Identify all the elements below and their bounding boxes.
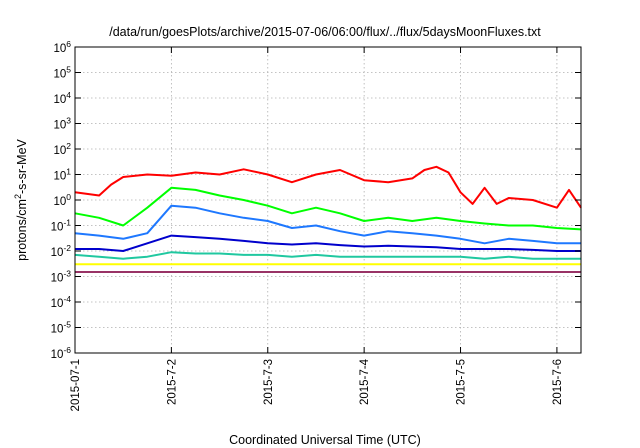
series-line-4 (75, 234, 581, 252)
series-line-3 (74, 204, 581, 245)
y-tick-exponent: -5 (63, 320, 71, 330)
y-tick-exponent: -6 (63, 345, 71, 355)
y-tick-base: 10 (51, 247, 64, 259)
y-tick-label: 10-2 (51, 243, 72, 259)
y-tick-base: 10 (51, 324, 64, 336)
y-tick-base: 10 (53, 43, 66, 55)
y-tick-exponent: -2 (63, 243, 71, 253)
x-tick-label: 2015-7-2 (166, 359, 178, 405)
y-tick-base: 10 (51, 273, 64, 285)
tick-marks (74, 46, 581, 354)
y-tick-label: 10-5 (51, 320, 72, 336)
y-tick-base: 10 (51, 298, 64, 310)
y-tick-label: 102 (53, 141, 71, 157)
x-tick-label: 2015-7-6 (552, 359, 564, 405)
y-tick-label: 10-1 (51, 218, 72, 234)
y-tick-base: 10 (53, 69, 66, 81)
y-tick-label: 104 (53, 90, 71, 106)
y-tick-base: 10 (53, 120, 66, 132)
x-tick-labels: 2015-07-1 2015-7-2 2015-7-3 2015-7-4 2015-7-… (70, 358, 564, 411)
y-tick-label: 105 (53, 65, 71, 81)
y-tick-label: 10-3 (51, 269, 72, 285)
y-tick-exponent: 0 (66, 192, 71, 202)
y-axis-label: protons/cm2-s-sr-MeV (13, 138, 29, 260)
x-tick-label: 2015-7-4 (359, 358, 371, 405)
y-tick-label: 10-4 (51, 294, 72, 310)
series-line-5 (74, 251, 581, 260)
y-tick-exponent: 6 (66, 39, 71, 49)
x-tick-label: 2015-07-1 (70, 359, 82, 411)
y-tick-exponent: 5 (66, 65, 71, 75)
y-tick-exponent: 3 (66, 116, 71, 126)
y-tick-label: 100 (53, 192, 71, 208)
x-tick-label: 2015-7-3 (263, 359, 275, 405)
series-group (74, 165, 582, 273)
y-tick-base: 10 (53, 171, 66, 183)
y-tick-label: 106 (53, 39, 71, 55)
y-tick-exponent: -1 (63, 218, 71, 228)
y-tick-base: 10 (53, 94, 66, 106)
y-tick-labels: 10-610-510-410-310-210-11001011021031041… (51, 39, 72, 361)
y-tick-exponent: 1 (66, 167, 71, 177)
series-line-2 (74, 186, 582, 231)
y-axis-label-suffix: -s-sr-MeV (15, 138, 29, 194)
y-tick-base: 10 (51, 349, 64, 361)
y-tick-exponent: 4 (66, 90, 71, 100)
y-tick-label: 103 (53, 116, 71, 132)
y-tick-base: 10 (53, 196, 66, 208)
chart-title: /data/run/goesPlots/archive/2015-07-06/0… (109, 25, 541, 39)
series-line-1 (74, 165, 582, 209)
y-tick-base: 10 (53, 145, 66, 157)
y-tick-base: 10 (51, 222, 64, 234)
grid (75, 47, 581, 353)
y-axis-label-prefix: protons/cm (15, 199, 29, 261)
y-axis-label-sup: 2 (13, 194, 23, 199)
y-tick-exponent: 2 (66, 141, 71, 151)
x-axis-label: Coordinated Universal Time (UTC) (229, 433, 421, 447)
y-tick-label: 101 (53, 167, 71, 183)
x-tick-label: 2015-7-5 (456, 359, 468, 405)
y-tick-exponent: -4 (63, 294, 71, 304)
y-tick-label: 10-6 (51, 345, 72, 361)
y-tick-exponent: -3 (63, 269, 71, 279)
